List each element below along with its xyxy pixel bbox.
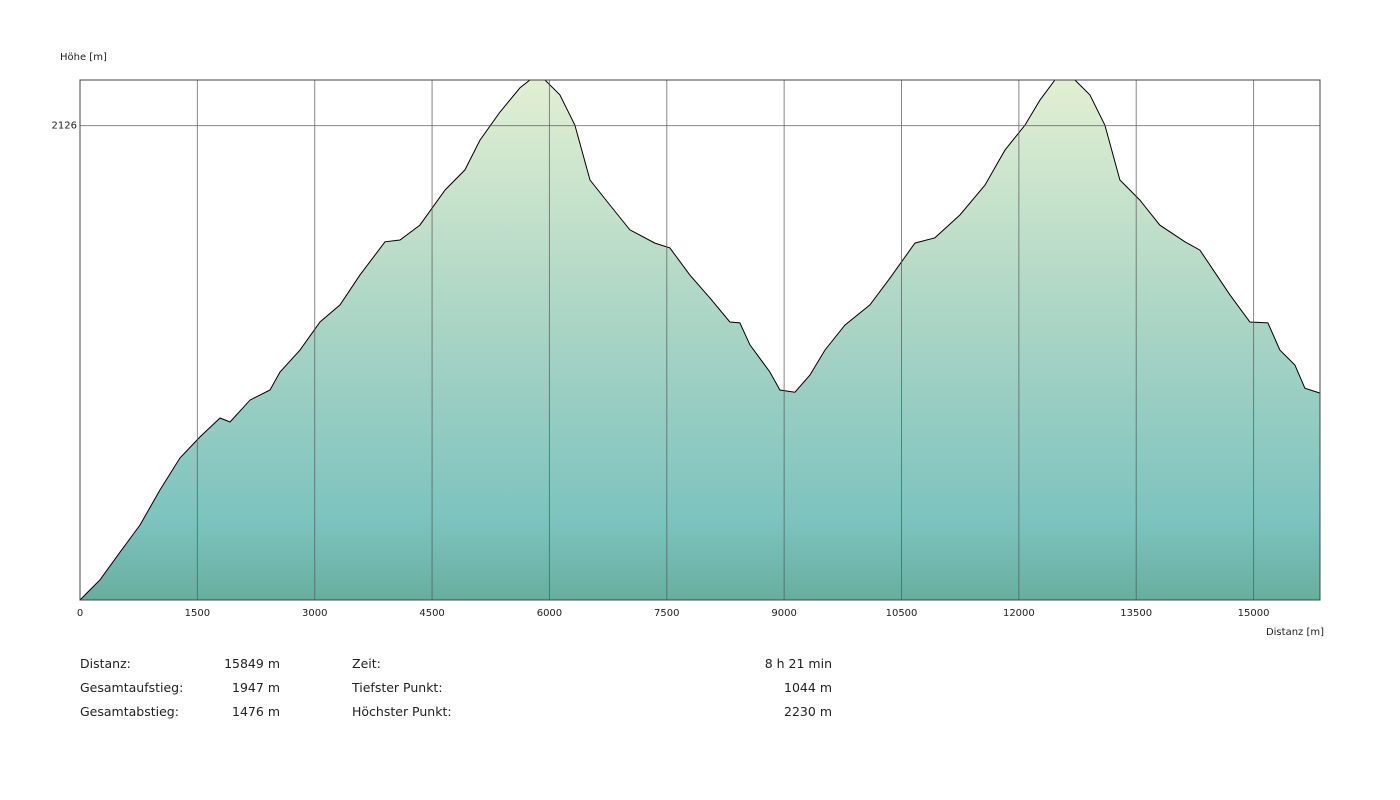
stat-value: 8 h 21 min (764, 656, 832, 671)
x-tick-label: 9000 (771, 608, 796, 619)
stat-value: 1476 m (232, 704, 280, 719)
chart: Höhe [m] Distanz [m] 0 1500 3000 4500 6000 75… (52, 52, 1325, 638)
y-axis-label: Höhe [m] (60, 52, 107, 63)
x-tick-label: 0 (77, 608, 83, 619)
x-tick-label: 15000 (1238, 608, 1270, 619)
stat-label: Tiefster Punkt: (352, 680, 443, 695)
stat: Höchster Punkt: 2230 m (352, 704, 832, 724)
x-tick-label: 13500 (1120, 608, 1152, 619)
area-fill (80, 80, 1320, 600)
stat-label: Distanz: (80, 656, 131, 671)
x-tick-label: 7500 (654, 608, 679, 619)
x-tick-label: 12000 (1003, 608, 1035, 619)
stat-label: Gesamtaufstieg: (80, 680, 184, 695)
stat: Tiefster Punkt: 1044 m (352, 680, 832, 700)
stat-label: Gesamtabstieg: (80, 704, 179, 719)
elevation-line (79, 79, 1321, 601)
stat-label: Zeit: (352, 656, 381, 671)
stat: Gesamtaufstieg: 1947 m (80, 680, 280, 700)
stat-value: 15849 m (224, 656, 280, 671)
x-tick-label: 6000 (537, 608, 562, 619)
x-tick-label: 1500 (185, 608, 210, 619)
y-tick-label: 2126 (52, 121, 77, 132)
stat: Zeit: 8 h 21 min (352, 656, 832, 676)
x-tick-label: 3000 (302, 608, 327, 619)
stat-value: 1947 m (232, 680, 280, 695)
stat: Distanz: 15849 m (80, 656, 280, 676)
stat: Gesamtabstieg: 1476 m (80, 704, 280, 724)
x-axis-label: Distanz [m] (1266, 627, 1324, 638)
x-tick-label: 10500 (886, 608, 918, 619)
stat-value: 1044 m (784, 680, 832, 695)
stat-value: 2230 m (784, 704, 832, 719)
x-tick-label: 4500 (419, 608, 444, 619)
plot-border (79, 79, 1321, 601)
stat-label: Höchster Punkt: (352, 704, 452, 719)
